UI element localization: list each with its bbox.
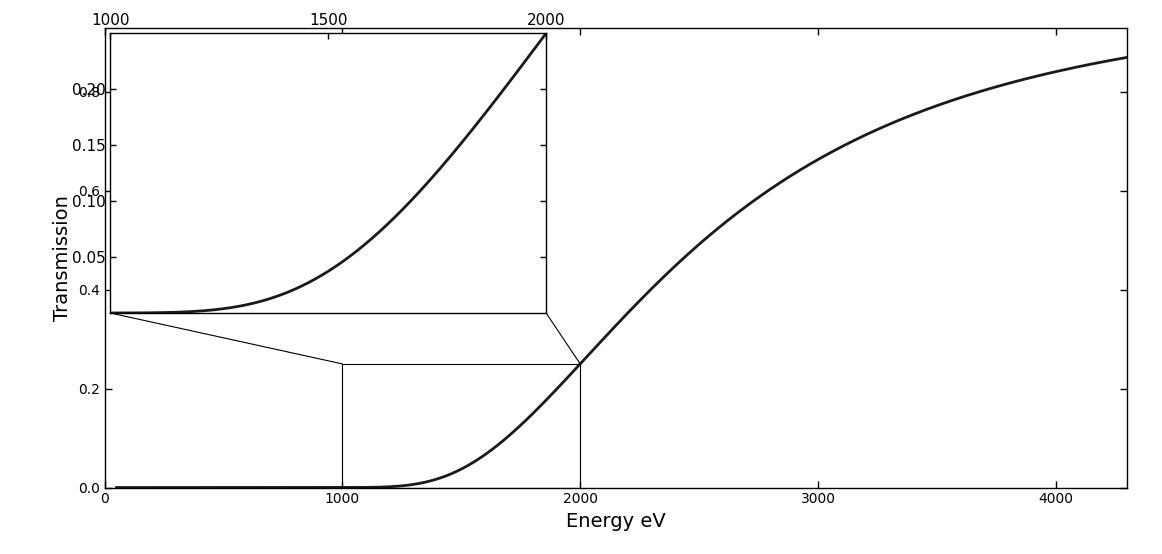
X-axis label: Energy eV: Energy eV — [566, 512, 666, 531]
Bar — [343, 364, 580, 488]
Y-axis label: Transmission: Transmission — [53, 194, 72, 321]
